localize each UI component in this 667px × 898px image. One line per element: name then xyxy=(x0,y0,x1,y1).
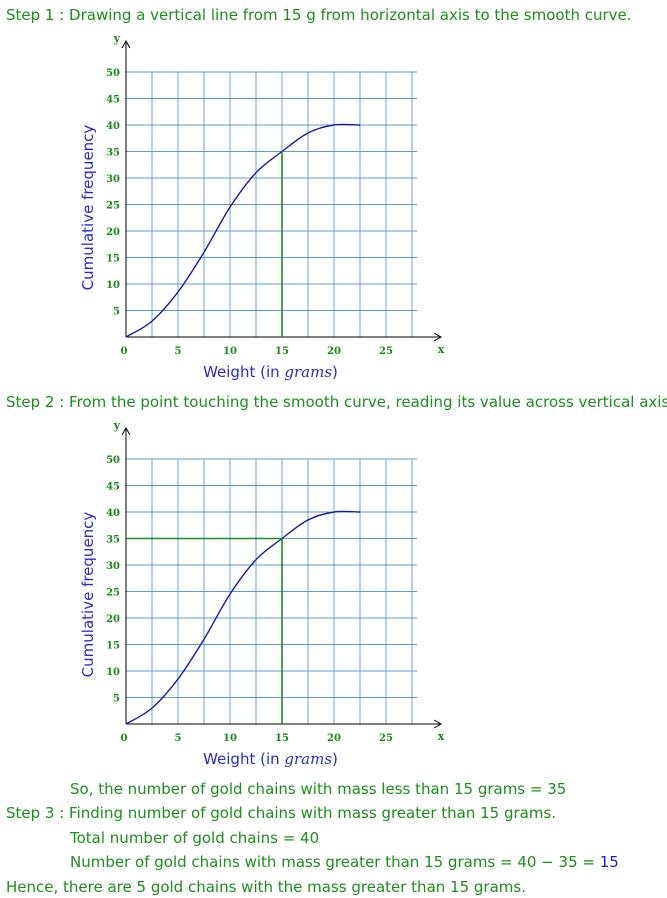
x-axis-name: x xyxy=(438,343,445,356)
y-tick-label: 10 xyxy=(106,667,120,678)
y-tick-label: 35 xyxy=(106,148,120,159)
so-line-text: So, the number of gold chains with mass … xyxy=(70,780,530,798)
ogive-curve xyxy=(125,123,361,338)
greater-text: Number of gold chains with mass greater … xyxy=(70,853,501,871)
y-tick-label: 5 xyxy=(113,694,120,705)
y-axis-name: y xyxy=(113,419,121,432)
step3-text: Step 3 : Finding number of gold chains w… xyxy=(6,804,557,822)
greater-line: Number of gold chains with mass greater … xyxy=(70,853,619,871)
greater-result: 15 xyxy=(599,853,619,871)
y-tick-label: 40 xyxy=(106,508,120,519)
y-tick-label: 10 xyxy=(106,280,120,291)
greater-eq: = 40 − 35 = xyxy=(500,853,600,871)
y-tick-label: 15 xyxy=(106,641,120,652)
origin-label: 0 xyxy=(121,733,128,744)
x-axis-label: Weight (in grams) xyxy=(203,750,338,768)
x-tick-label: 25 xyxy=(379,346,393,357)
total-eq: = 40 xyxy=(282,829,320,847)
x-tick-label: 20 xyxy=(327,346,341,357)
y-tick-label: 30 xyxy=(106,561,120,572)
so-line: So, the number of gold chains with mass … xyxy=(70,780,566,798)
x-tick-label: 25 xyxy=(379,733,393,744)
x-axis-arrow xyxy=(433,332,443,342)
y-tick-label: 35 xyxy=(106,535,120,546)
y-tick-label: 25 xyxy=(106,588,120,599)
x-axis-arrow xyxy=(433,719,443,729)
y-tick-label: 50 xyxy=(106,455,120,466)
x-tick-label: 15 xyxy=(275,733,289,744)
y-tick-label: 40 xyxy=(106,121,120,132)
x-tick-label: 10 xyxy=(223,346,237,357)
origin-label: 0 xyxy=(121,346,128,357)
grid xyxy=(126,458,417,724)
hence-text: Hence, there are 5 gold chains with the … xyxy=(6,878,526,896)
x-axis-label: Weight (in grams) xyxy=(203,363,338,381)
x-tick-label: 15 xyxy=(275,346,289,357)
cumulative-frequency-chart-2: x y 0 5 10 15 20 25 5 10 15 20 25 30 35 40 45 50 Weight (i… xyxy=(79,419,445,768)
y-tick-label: 20 xyxy=(106,227,120,238)
so-line-eq: = 35 xyxy=(529,780,567,798)
total-line: Total number of gold chains = 40 xyxy=(70,829,319,847)
y-tick-label: 20 xyxy=(106,614,120,625)
y-tick-label: 45 xyxy=(106,482,120,493)
y-tick-label: 15 xyxy=(106,254,120,265)
y-tick-label: 50 xyxy=(106,68,120,79)
y-axis-arrow xyxy=(121,426,131,436)
x-tick-label: 20 xyxy=(327,733,341,744)
y-tick-label: 5 xyxy=(113,307,120,318)
total-text: Total number of gold chains xyxy=(70,829,283,847)
x-tick-label: 10 xyxy=(223,733,237,744)
x-axis-name: x xyxy=(438,730,445,743)
y-axis-name: y xyxy=(113,32,121,45)
step1-text: Step 1 : Drawing a vertical line from 15… xyxy=(6,6,632,24)
y-axis-label: Cumulative frequency xyxy=(79,512,97,678)
step2-text: Step 2 : From the point touching the smo… xyxy=(6,393,667,411)
y-tick-label: 45 xyxy=(106,95,120,106)
ogive-curve xyxy=(125,510,361,725)
y-axis-label: Cumulative frequency xyxy=(79,125,97,291)
y-axis-arrow xyxy=(121,39,131,49)
grid xyxy=(126,71,417,337)
x-tick-label: 5 xyxy=(175,346,182,357)
y-tick-label: 30 xyxy=(106,174,120,185)
x-tick-label: 5 xyxy=(175,733,182,744)
cumulative-frequency-chart-1: x y 0 5 10 15 20 25 5 10 15 20 25 30 35 40 45 50 Weight (i… xyxy=(79,32,445,381)
y-tick-label: 25 xyxy=(106,201,120,212)
